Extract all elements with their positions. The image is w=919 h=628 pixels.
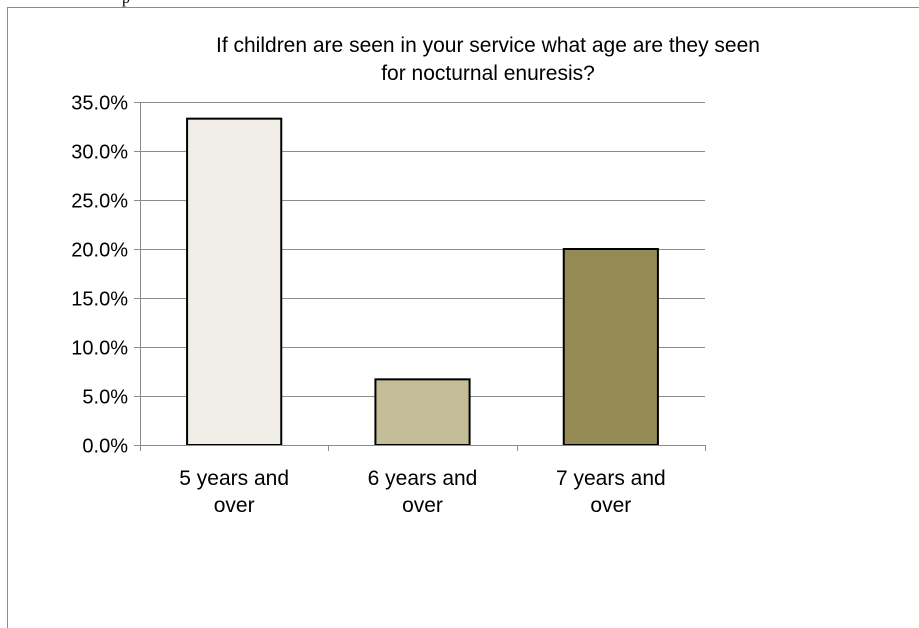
chart-title-line-1: If children are seen in your service wha… [216,34,760,57]
x-category-label: over [402,494,443,517]
y-tick-label: 5.0% [82,387,128,409]
bars [186,117,659,446]
x-category-label: 5 years and [179,467,289,490]
chart-frame [7,7,919,628]
y-tick-label: 35.0% [71,93,128,115]
x-category-label: 6 years and [368,467,478,490]
x-category-label: over [214,494,255,517]
y-tick-label: 30.0% [71,142,128,164]
bar [374,378,471,446]
axes [134,102,706,451]
y-tick-label: 25.0% [71,191,128,213]
page: p If children are seen in your service w… [7,0,919,628]
y-tick-label: 10.0% [71,338,128,360]
bar-chart: If children are seen in your service wha… [71,34,760,517]
y-tick-labels: 0.0% 5.0% 10.0% 15.0% 20.0% 25.0% 30.0% 35.0% [71,93,128,458]
x-category-label: over [590,494,631,517]
y-tick-label: 20.0% [71,240,128,262]
y-tick-label: 0.0% [82,436,128,458]
bar [562,248,659,446]
y-tick-label: 15.0% [71,289,128,311]
chart-title: If children are seen in your service wha… [216,34,760,85]
bar [186,117,283,446]
x-category-label: 7 years and [556,467,666,490]
chart-title-line-2: for nocturnal enuresis? [381,62,595,85]
x-category-labels: 5 years and over 6 years and over 7 years an… [179,467,665,517]
stray-text: p [122,0,130,7]
